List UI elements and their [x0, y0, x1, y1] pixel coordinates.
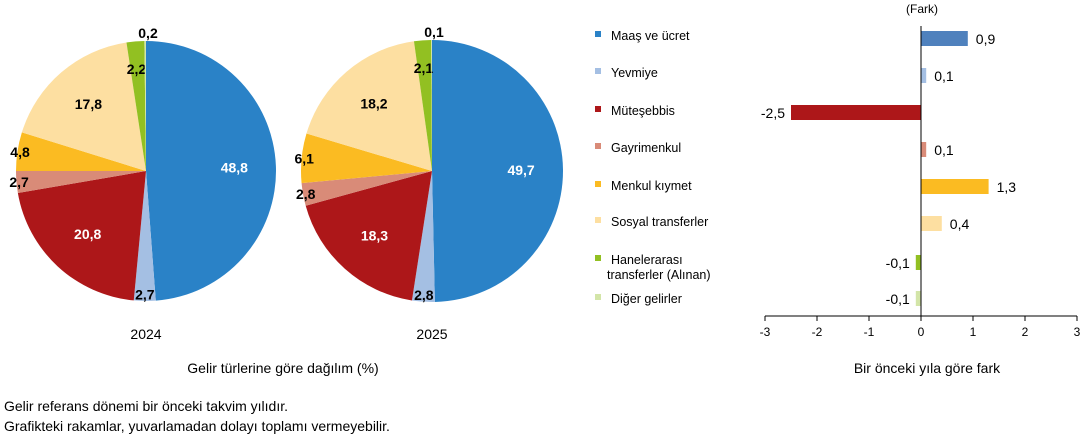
pie-caption: Gelir türlerine göre dağılım (%)	[187, 360, 378, 376]
note-1: Gelir referans dönemi bir önceki takvim …	[4, 398, 288, 414]
bar-data-label: 0,9	[976, 31, 996, 47]
x-tick-label: -2	[812, 325, 823, 339]
pie-slice	[411, 171, 435, 302]
pie-data-label: 2,8	[414, 287, 434, 303]
x-tick-label: -3	[760, 325, 771, 339]
legend-label: Sosyal transferler	[611, 215, 708, 229]
legend-label: Yevmiye	[611, 66, 658, 80]
pie-title: 2025	[416, 326, 447, 342]
pie-slice	[301, 171, 432, 206]
pie-data-label: 48,8	[221, 160, 248, 176]
bar	[915, 255, 921, 270]
legend-label: Menkul kıymet	[611, 179, 692, 193]
pie-slice	[305, 171, 432, 301]
y-axis-label: (Fark)	[906, 2, 938, 16]
pie-data-label: 0,2	[138, 25, 158, 41]
legend-swatch	[595, 294, 601, 300]
pie-data-label: 18,2	[360, 95, 387, 111]
bar-data-label: -0,1	[886, 291, 910, 307]
bar	[921, 179, 989, 194]
pie-data-label: 2,1	[414, 60, 434, 76]
bar	[921, 31, 968, 46]
bar	[921, 216, 942, 231]
legend-label: transferler (Alınan)	[607, 268, 711, 282]
x-tick-label: 2	[1022, 325, 1029, 339]
x-axis-label: Bir önceki yıla göre fark	[854, 360, 1001, 376]
pie-data-label: 18,3	[361, 228, 388, 244]
pie-data-label: 6,1	[295, 150, 315, 166]
pie-data-label: 49,7	[507, 162, 534, 178]
pie-data-label: 0,1	[424, 24, 444, 40]
pie-title: 2024	[130, 326, 161, 342]
pie-slice	[126, 41, 146, 171]
pie-slice	[306, 41, 432, 171]
legend-swatch	[595, 181, 601, 187]
legend-label: Gayrimenkul	[611, 141, 681, 155]
bar-data-label: 0,4	[950, 216, 970, 232]
pie-slice	[21, 42, 147, 171]
x-tick-label: 0	[918, 325, 925, 339]
legend-swatch	[595, 217, 601, 223]
legend-swatch	[595, 68, 601, 74]
pie-data-label: 17,8	[75, 96, 102, 112]
pie-slice	[432, 40, 563, 302]
bar-data-label: -2,5	[761, 105, 785, 121]
pie-data-label: 2,7	[9, 174, 29, 190]
pie-slice	[133, 171, 156, 301]
legend-swatch	[595, 106, 601, 112]
pie-data-label: 2,2	[127, 61, 147, 77]
pie-slice	[146, 41, 276, 301]
x-tick-label: -1	[864, 325, 875, 339]
legend-label: Maaş ve ücret	[611, 29, 690, 43]
bar-data-label: 0,1	[934, 142, 954, 158]
pie-data-label: 20,8	[74, 226, 101, 242]
bar-data-label: 0,1	[934, 68, 954, 84]
legend-swatch	[595, 143, 601, 149]
bar-data-label: 1,3	[997, 179, 1017, 195]
pie-data-label: 4,8	[10, 144, 30, 160]
bar	[791, 105, 921, 120]
legend-label: Müteşebbis	[611, 104, 675, 118]
pie-slice	[301, 133, 432, 184]
pie-data-label: 2,8	[296, 186, 316, 202]
pie-data-label: 2,7	[135, 286, 155, 302]
x-tick-label: 3	[1074, 325, 1081, 339]
bar	[921, 68, 927, 83]
bar	[921, 142, 927, 157]
legend-label: Diğer gelirler	[611, 292, 682, 306]
pie-slice	[144, 41, 146, 171]
pie-slice	[413, 40, 432, 172]
legend-swatch	[595, 31, 601, 37]
x-tick-label: 1	[970, 325, 977, 339]
bar-data-label: -0,1	[886, 255, 910, 271]
note-2: Grafikteki rakamlar, yuvarlamadan dolayı…	[4, 418, 390, 434]
pie-slice	[17, 171, 146, 301]
pie-slice	[431, 40, 432, 171]
legend-swatch	[595, 255, 601, 261]
bar	[915, 291, 921, 306]
legend-label: Hanelerarası	[611, 253, 683, 267]
pie-slice	[16, 171, 146, 193]
pie-slice	[16, 132, 146, 171]
